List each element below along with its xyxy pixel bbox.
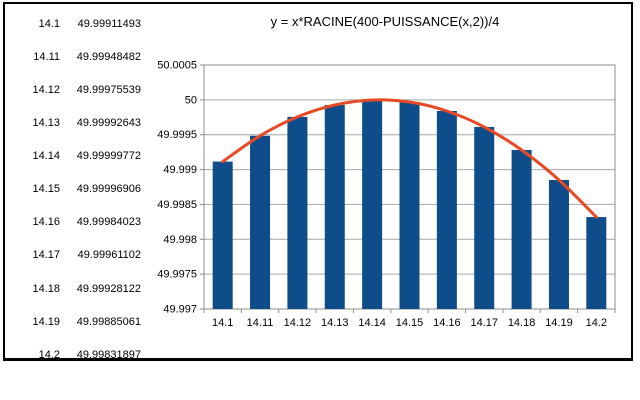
y-value-cell[interactable]: 49.99999772 (76, 150, 141, 163)
x-axis-label: 14.14 (358, 317, 386, 329)
bar[interactable] (212, 161, 233, 309)
x-axis-label: 14.16 (433, 317, 461, 329)
y-value-cell[interactable]: 49.99996906 (76, 183, 141, 196)
y-axis-label: 50 (185, 94, 197, 106)
x-axis-label: 14.15 (396, 317, 424, 329)
x-value-cell[interactable]: 14.12 (32, 83, 60, 96)
x-axis-label: 14.13 (321, 317, 349, 329)
x-value-cell[interactable]: 14.13 (32, 116, 60, 129)
y-axis-label: 49.9995 (157, 129, 197, 141)
bar[interactable] (586, 217, 607, 309)
data-table: 14.1 49.99911493 14.11 49.99948482 14.12 49.9… (0, 0, 150, 375)
table-row: 14.19 49.99885061 (0, 306, 150, 339)
y-axis-label: 49.9985 (157, 199, 197, 211)
table-row: 14.1 49.99911493 (0, 8, 150, 41)
y-value-cell[interactable]: 49.99885061 (76, 315, 141, 328)
table-row: 14.13 49.99992643 (0, 107, 150, 140)
bar[interactable] (436, 110, 457, 309)
y-value-cell[interactable]: 49.99984023 (76, 216, 141, 229)
table-row: 14.11 49.99948482 (0, 41, 150, 74)
x-axis-label: 14.11 (247, 317, 274, 329)
x-value-cell[interactable]: 14.19 (32, 315, 60, 328)
y-axis-label: 49.9975 (157, 269, 197, 281)
table-row: 14.2 49.99831897 (0, 339, 150, 372)
x-value-cell[interactable]: 14.16 (32, 216, 60, 229)
y-value-cell[interactable]: 49.99928122 (76, 282, 141, 295)
x-axis-label: 14.19 (545, 317, 573, 329)
x-value-cell[interactable]: 14.2 (38, 348, 60, 361)
y-axis-label: 49.999 (163, 164, 197, 176)
bar[interactable] (250, 135, 271, 309)
y-value-cell[interactable]: 49.99961102 (77, 249, 141, 262)
x-value-cell[interactable]: 14.14 (32, 150, 60, 163)
table-row: 14.14 49.99999772 (0, 140, 150, 173)
x-value-cell[interactable]: 14.17 (32, 249, 60, 262)
y-value-cell[interactable]: 49.99831897 (76, 348, 141, 361)
y-axis-label: 49.997 (163, 304, 197, 316)
x-axis-label: 14.17 (470, 317, 498, 329)
table-row: 14.15 49.99996906 (0, 173, 150, 206)
y-value-cell[interactable]: 49.99975539 (76, 83, 141, 96)
table-row: 14.12 49.99975539 (0, 74, 150, 107)
x-axis-label: 14.12 (284, 317, 312, 329)
bar[interactable] (511, 149, 532, 309)
bar[interactable] (548, 179, 569, 309)
x-value-cell[interactable]: 14.1 (38, 17, 60, 30)
x-value-cell[interactable]: 14.15 (32, 183, 60, 196)
bar[interactable] (474, 126, 495, 309)
table-row: 14.17 49.99961102 (0, 239, 150, 272)
x-value-cell[interactable]: 14.18 (32, 282, 60, 295)
y-axis-label: 50.0005 (157, 60, 197, 72)
y-axis-label: 49.998 (163, 234, 197, 246)
bar[interactable] (324, 104, 345, 309)
x-axis-label: 14.2 (586, 317, 607, 329)
x-value-cell[interactable]: 14.11 (33, 50, 60, 63)
curve[interactable] (221, 98, 598, 219)
y-value-cell[interactable]: 49.99992643 (76, 116, 141, 129)
chart-title: y = x*RACINE(400-PUISSANCE(x,2))/4 (270, 14, 500, 29)
bar[interactable] (399, 102, 420, 309)
y-value-cell[interactable]: 49.99948482 (76, 50, 141, 63)
table-row: 14.16 49.99984023 (0, 206, 150, 239)
y-value-cell[interactable]: 49.99911493 (77, 17, 141, 30)
x-axis-label: 14.1 (212, 317, 233, 329)
table-row: 14.18 49.99928122 (0, 273, 150, 306)
bar[interactable] (362, 100, 383, 310)
bar[interactable] (287, 116, 308, 309)
x-axis-label: 14.18 (508, 317, 536, 329)
